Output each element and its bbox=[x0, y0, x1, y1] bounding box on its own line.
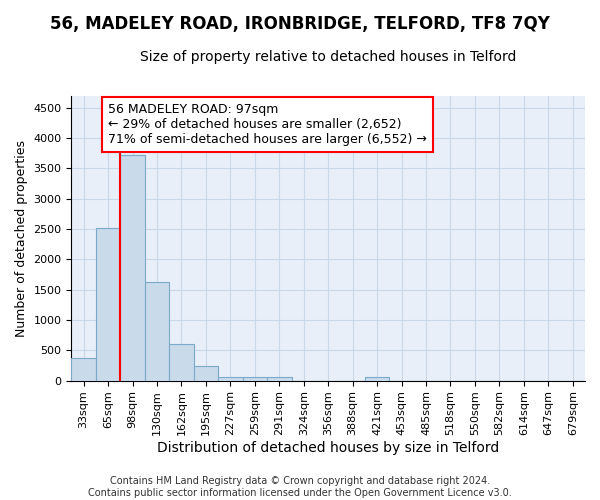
Bar bbox=[96, 228, 121, 380]
Text: 56, MADELEY ROAD, IRONBRIDGE, TELFORD, TF8 7QY: 56, MADELEY ROAD, IRONBRIDGE, TELFORD, T… bbox=[50, 15, 550, 33]
Text: Contains HM Land Registry data © Crown copyright and database right 2024.
Contai: Contains HM Land Registry data © Crown c… bbox=[88, 476, 512, 498]
Text: 56 MADELEY ROAD: 97sqm
← 29% of detached houses are smaller (2,652)
71% of semi-: 56 MADELEY ROAD: 97sqm ← 29% of detached… bbox=[108, 103, 427, 146]
Bar bbox=[169, 344, 194, 381]
Bar bbox=[218, 377, 242, 380]
Bar bbox=[71, 358, 96, 380]
Bar bbox=[145, 282, 169, 380]
Bar bbox=[194, 366, 218, 380]
Bar bbox=[267, 377, 292, 380]
Y-axis label: Number of detached properties: Number of detached properties bbox=[15, 140, 28, 336]
X-axis label: Distribution of detached houses by size in Telford: Distribution of detached houses by size … bbox=[157, 441, 499, 455]
Bar bbox=[242, 377, 267, 380]
Bar bbox=[121, 155, 145, 380]
Bar bbox=[365, 377, 389, 380]
Title: Size of property relative to detached houses in Telford: Size of property relative to detached ho… bbox=[140, 50, 517, 64]
